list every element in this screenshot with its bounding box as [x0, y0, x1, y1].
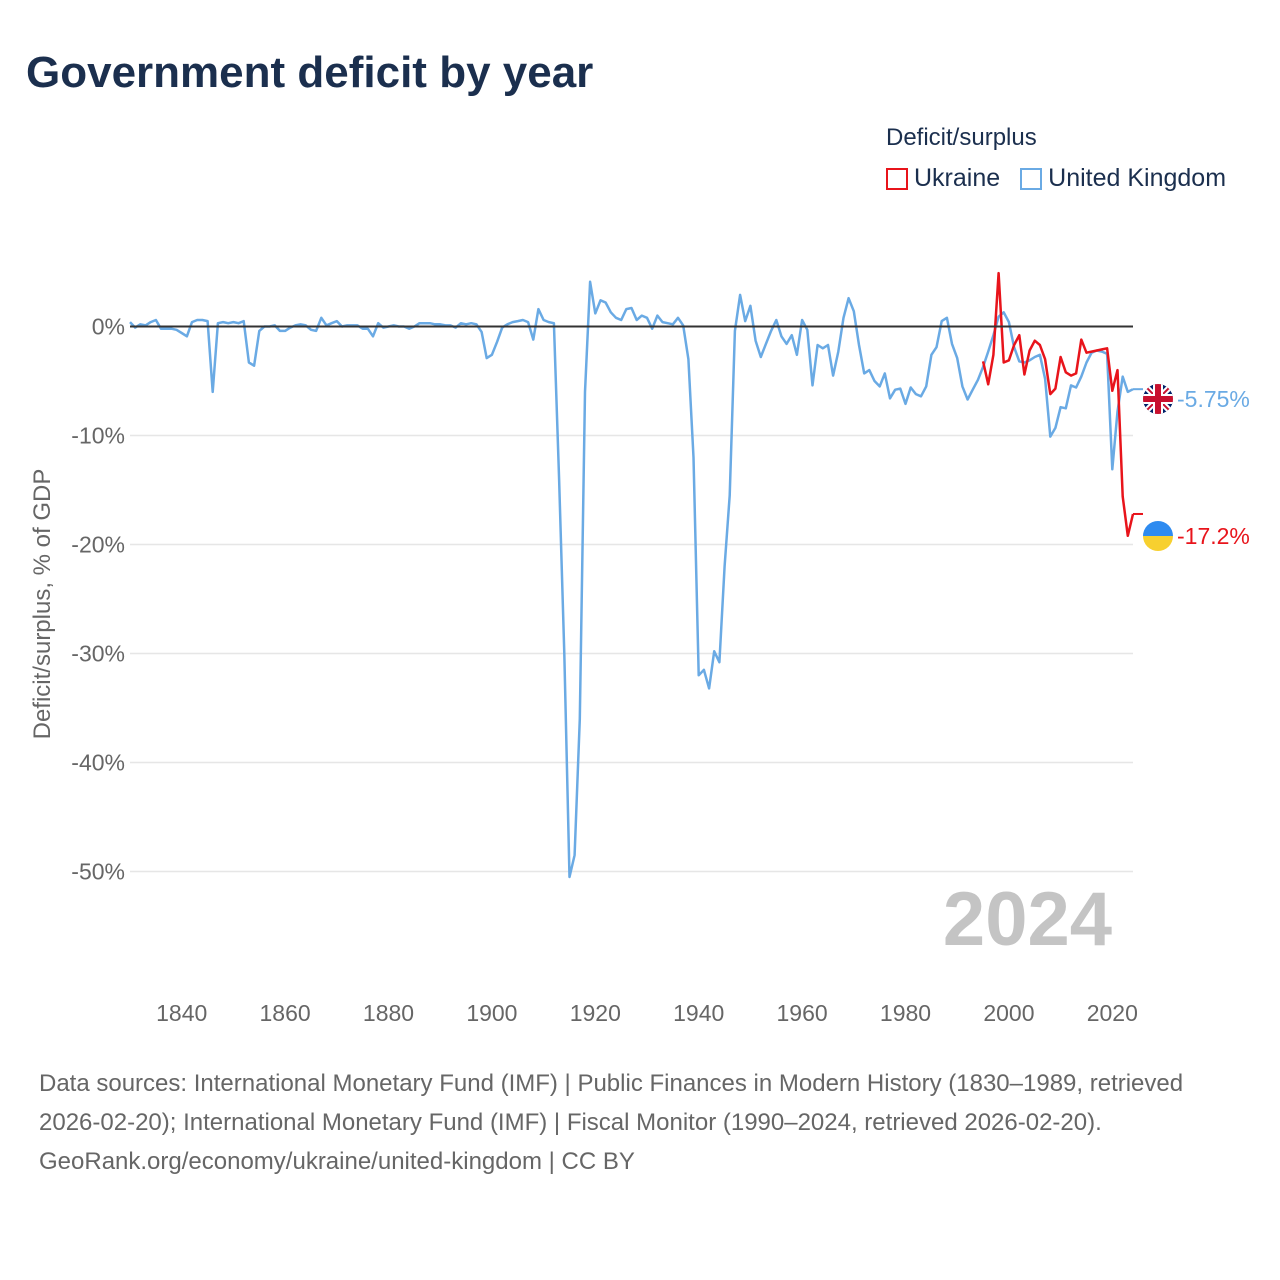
- legend-title: Deficit/surplus: [886, 124, 1037, 151]
- end-label-ukraine: -17.2%: [1177, 523, 1250, 549]
- y-tick-label: -50%: [71, 859, 125, 885]
- y-tick-label: -20%: [71, 532, 125, 558]
- x-tick-label: 1940: [673, 1000, 724, 1026]
- legend-label-ukraine: Ukraine: [914, 164, 1001, 192]
- x-tick-label: 1980: [880, 1000, 931, 1026]
- legend-swatch-united-kingdom: [1020, 167, 1043, 190]
- x-tick-label: 1860: [260, 1000, 311, 1026]
- x-tick-label: 1900: [466, 1000, 517, 1026]
- y-tick-label: -30%: [71, 641, 125, 667]
- x-tick-label: 2000: [983, 1000, 1034, 1026]
- x-tick-label: 1920: [570, 1000, 621, 1026]
- legend: Deficit/surplus Ukraine United Kingdom: [886, 124, 1226, 193]
- series-line-united-kingdom[interactable]: [129, 280, 1134, 879]
- end-label-united-kingdom: -5.75%: [1177, 386, 1250, 412]
- year-watermark: 2024: [943, 877, 1112, 962]
- credit-link[interactable]: GeoRank.org/economy/ukraine/united-kingd…: [39, 1148, 635, 1175]
- data-sources: Data sources: International Monetary Fun…: [39, 1070, 1184, 1136]
- y-tick-label: -40%: [71, 750, 125, 776]
- legend-label-united-kingdom: United Kingdom: [1048, 164, 1227, 192]
- x-tick-label: 1960: [777, 1000, 828, 1026]
- series-line-ukraine[interactable]: [981, 271, 1135, 538]
- legend-swatch-ukraine: [886, 167, 908, 190]
- ukraine-flag-icon: [1143, 521, 1173, 551]
- y-tick-label: -10%: [71, 423, 125, 449]
- legend-item-united-kingdom[interactable]: United Kingdom: [1020, 164, 1226, 193]
- footer: Data sources: International Monetary Fun…: [39, 1064, 1239, 1181]
- uk-flag-icon: [1143, 384, 1173, 414]
- x-tick-label: 2020: [1087, 1000, 1138, 1026]
- legend-item-ukraine[interactable]: Ukraine: [886, 164, 1000, 193]
- y-tick-label: 0%: [92, 314, 125, 340]
- x-tick-label: 1840: [156, 1000, 207, 1026]
- x-tick-label: 1880: [363, 1000, 414, 1026]
- chart-title: Government deficit by year: [26, 48, 594, 97]
- y-axis-title: Deficit/surplus, % of GDP: [29, 469, 56, 740]
- line-chart: 0% -10% -20% -30% -40% -50% 1840 1860 1880 1900 19…: [29, 271, 1250, 1026]
